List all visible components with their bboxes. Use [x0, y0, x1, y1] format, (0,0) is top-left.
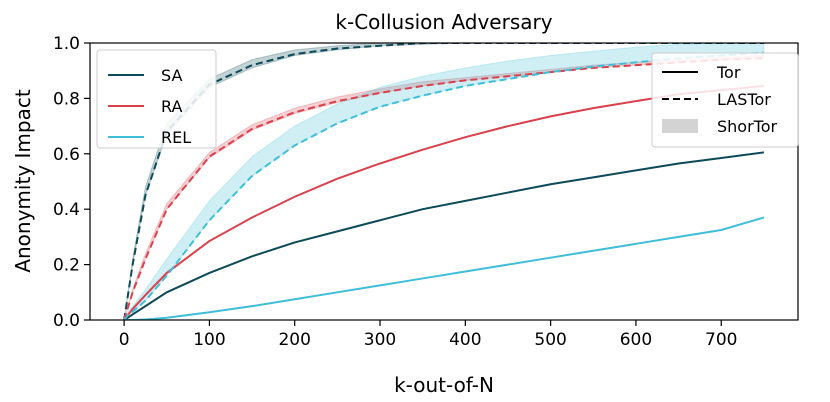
legend-label-lastor: LASTor	[717, 90, 771, 109]
y-tick-label: 0.4	[53, 200, 80, 220]
legend-label-rel: REL	[161, 128, 191, 147]
legend-swatch-shortor	[662, 119, 698, 133]
y-tick-label: 0.2	[53, 256, 80, 276]
x-tick-label: 100	[193, 330, 225, 350]
y-tick-label: 0.8	[53, 89, 80, 109]
series-ra-lastor	[123, 57, 764, 320]
series-sa-tor	[123, 151, 765, 320]
x-tick-label: 700	[705, 330, 737, 350]
series-rel-lastor	[123, 51, 764, 320]
lines-layer	[123, 43, 765, 320]
x-axis-ticks: 0 100 200 300 400 500 600 700	[119, 320, 737, 350]
band-sa-shortor	[123, 43, 764, 320]
legend-label-shortor: ShorTor	[717, 117, 778, 136]
y-tick-label: 0.0	[53, 311, 80, 331]
x-tick-label: 500	[534, 330, 566, 350]
y-axis-label: Anonymity Impact	[11, 89, 35, 273]
y-axis-ticks: 0.0 0.2 0.4 0.6 0.8 1.0	[53, 34, 90, 331]
y-tick-label: 1.0	[53, 34, 80, 54]
series-sa-lastor	[123, 43, 764, 320]
y-tick-label: 0.6	[53, 145, 80, 165]
plot-frame	[89, 42, 799, 321]
x-tick-label: 200	[278, 330, 310, 350]
x-tick-label: 600	[620, 330, 652, 350]
legend-label-ra: RA	[161, 97, 182, 116]
chart-title: k-Collusion Adversary	[335, 10, 552, 34]
legend-series-box	[96, 49, 217, 149]
x-axis-label: k-out-of-N	[394, 373, 494, 397]
plot-area	[123, 43, 765, 320]
x-tick-label: 400	[449, 330, 481, 350]
legend-label-tor: Tor	[716, 63, 741, 82]
legend-label-sa: SA	[161, 66, 182, 85]
series-ra-tor	[123, 84, 764, 320]
legend-variants: Tor LASTor ShorTor	[651, 52, 799, 148]
x-tick-label: 300	[364, 330, 396, 350]
x-tick-label: 0	[119, 330, 130, 350]
legend-series: SA RA REL	[96, 49, 217, 149]
